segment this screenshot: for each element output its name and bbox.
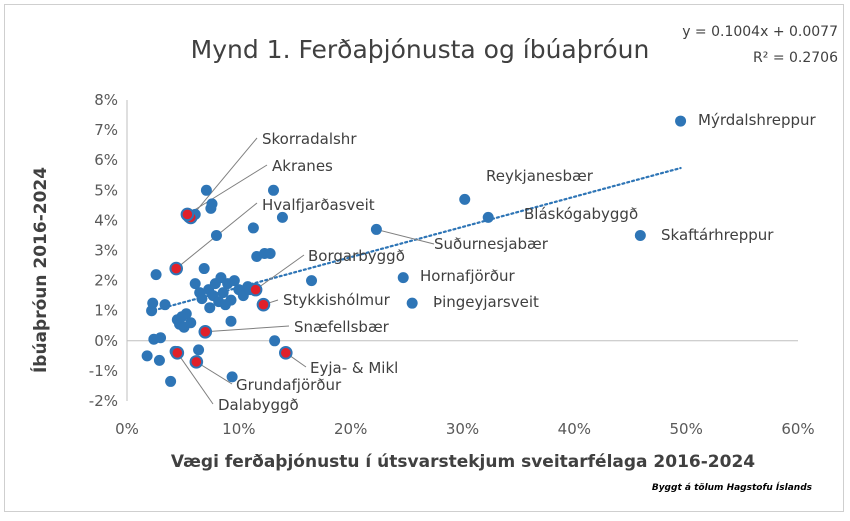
data-point	[482, 211, 494, 223]
y-tick-label: 1%	[94, 302, 118, 320]
point-label: Eyja- & Mikl	[310, 359, 398, 377]
y-tick-label: -1%	[89, 362, 118, 380]
trendline-r2: R² = 0.2706	[753, 50, 838, 66]
point-label: Snæfellsbær	[294, 318, 390, 336]
data-point	[269, 335, 281, 347]
point-label: Borgarbyggð	[308, 247, 405, 265]
data-points	[141, 115, 687, 387]
data-point	[406, 297, 418, 309]
data-point	[185, 317, 197, 329]
y-tick-label: 3%	[94, 242, 118, 260]
data-point	[217, 287, 229, 299]
data-point	[634, 229, 646, 241]
y-tick-label: -2%	[89, 392, 118, 410]
leader-line	[176, 352, 214, 405]
data-point	[159, 299, 171, 311]
highlight-data-point	[170, 346, 185, 360]
data-point	[153, 354, 165, 366]
leader-line	[196, 361, 233, 385]
point-label: Akranes	[272, 157, 333, 175]
data-point	[200, 184, 212, 196]
data-point	[228, 275, 240, 287]
highlight-data-point	[180, 207, 195, 222]
data-point	[210, 229, 222, 241]
data-point	[225, 294, 237, 306]
x-axis-label: Vægi ferðaþjónustu í útsvarstekjum sveit…	[171, 452, 755, 472]
data-point	[225, 315, 237, 327]
x-tick-label: 0%	[115, 420, 139, 438]
data-point	[196, 293, 208, 305]
point-label: Reykjanesbær	[486, 167, 594, 185]
point-label: Skorradalshr	[262, 130, 357, 148]
point-label: Skaftárhreppur	[661, 226, 774, 244]
data-point	[147, 297, 159, 309]
highlight-data-point	[169, 261, 184, 276]
data-point	[204, 302, 216, 314]
y-tick-label: 7%	[94, 121, 118, 139]
trendline-equation: y = 0.1004x + 0.0077	[682, 24, 838, 40]
trendline-path	[148, 166, 682, 313]
leader-line	[376, 228, 435, 245]
point-label: Hornafjörður	[420, 267, 516, 285]
data-point	[247, 222, 259, 234]
y-tick-label: 2%	[94, 272, 118, 290]
point-label: Grundafjörður	[236, 376, 342, 394]
highlight-data-point	[279, 346, 293, 360]
point-label: Suðurnesjabær	[434, 235, 549, 253]
data-point	[180, 308, 192, 320]
point-label: Mýrdalshreppur	[698, 111, 817, 129]
y-tick-label: 4%	[94, 211, 118, 229]
data-point	[198, 263, 210, 275]
data-point	[459, 193, 471, 205]
leader-line	[205, 325, 290, 333]
axes: -2% -1% 0% 1% 2% 3% 4% 5% 6% 7% 8% 0% 10% 20% 30% 40% 50…	[89, 91, 815, 438]
x-tick-label: 30%	[446, 420, 479, 438]
data-point	[226, 371, 238, 383]
highlight-data-point	[248, 282, 263, 297]
data-point	[675, 115, 687, 127]
data-point	[276, 211, 288, 223]
data-point	[155, 332, 167, 344]
point-label: Bláskógabyggð	[524, 205, 638, 223]
point-label: Dalabyggð	[218, 396, 299, 414]
leader-line	[190, 137, 258, 218]
data-point	[206, 198, 218, 210]
data-point	[189, 278, 201, 290]
data-point	[370, 223, 382, 235]
y-tick-label: 6%	[94, 151, 118, 169]
highlight-data-point	[198, 324, 213, 339]
highlight-data-point	[189, 355, 204, 369]
leader-line	[187, 164, 268, 215]
data-point	[268, 184, 280, 196]
point-label: Hvalfjarðasveit	[262, 196, 375, 214]
data-point	[193, 344, 205, 356]
source-note: Byggt á tölum Hagstofu Íslands	[652, 481, 813, 493]
y-tick-label: 0%	[94, 332, 118, 350]
chart-title: Mynd 1. Ferðaþjónusta og íbúaþróun	[191, 35, 650, 64]
highlight-data-point	[256, 297, 271, 312]
data-point	[264, 248, 276, 260]
y-axis-label: Íbúaþróun 2016-2024	[29, 167, 51, 373]
label-leader-lines	[175, 137, 435, 405]
point-label: Þingeyjarsveit	[433, 293, 539, 311]
data-point	[306, 275, 318, 287]
point-labels: Mýrdalshreppur Reykjanesbær Bláskógabyggð S…	[218, 111, 817, 414]
x-tick-label: 40%	[558, 420, 591, 438]
y-tick-label: 8%	[94, 91, 118, 109]
chart-frame	[4, 4, 844, 512]
x-tick-label: 20%	[334, 420, 367, 438]
x-tick-label: 50%	[669, 420, 702, 438]
leader-line	[255, 254, 305, 291]
x-tick-label: 60%	[781, 420, 814, 438]
data-point	[165, 375, 177, 387]
x-tick-label: 10%	[222, 420, 255, 438]
data-point	[141, 350, 153, 362]
point-label: Stykkishólmur	[283, 291, 391, 309]
trendline	[148, 166, 682, 313]
data-point	[397, 272, 409, 284]
y-tick-label: 5%	[94, 181, 118, 199]
data-point	[150, 269, 162, 281]
